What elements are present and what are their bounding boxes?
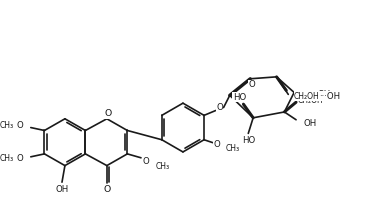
Text: HO: HO — [242, 136, 255, 145]
Text: CH₃: CH₃ — [156, 162, 170, 171]
Text: O: O — [16, 154, 23, 163]
Text: CH₂OH: CH₂OH — [298, 96, 324, 105]
Text: CH₂OH: CH₂OH — [294, 92, 320, 101]
Text: CH₃: CH₃ — [0, 121, 14, 130]
Text: O: O — [104, 109, 112, 118]
Text: CH₃: CH₃ — [0, 154, 14, 163]
Text: CH₃: CH₃ — [226, 144, 240, 153]
Text: O: O — [16, 121, 23, 130]
Text: O: O — [216, 103, 223, 112]
Text: HO: HO — [233, 93, 246, 102]
Text: O: O — [103, 185, 110, 194]
Text: OH: OH — [304, 92, 317, 101]
Text: OH: OH — [304, 119, 317, 128]
Text: OH: OH — [318, 90, 331, 99]
Text: O: O — [143, 157, 149, 166]
Text: O: O — [213, 140, 220, 149]
Text: O: O — [249, 80, 256, 89]
Text: OH: OH — [55, 185, 69, 194]
Text: ···OH: ···OH — [319, 92, 341, 101]
